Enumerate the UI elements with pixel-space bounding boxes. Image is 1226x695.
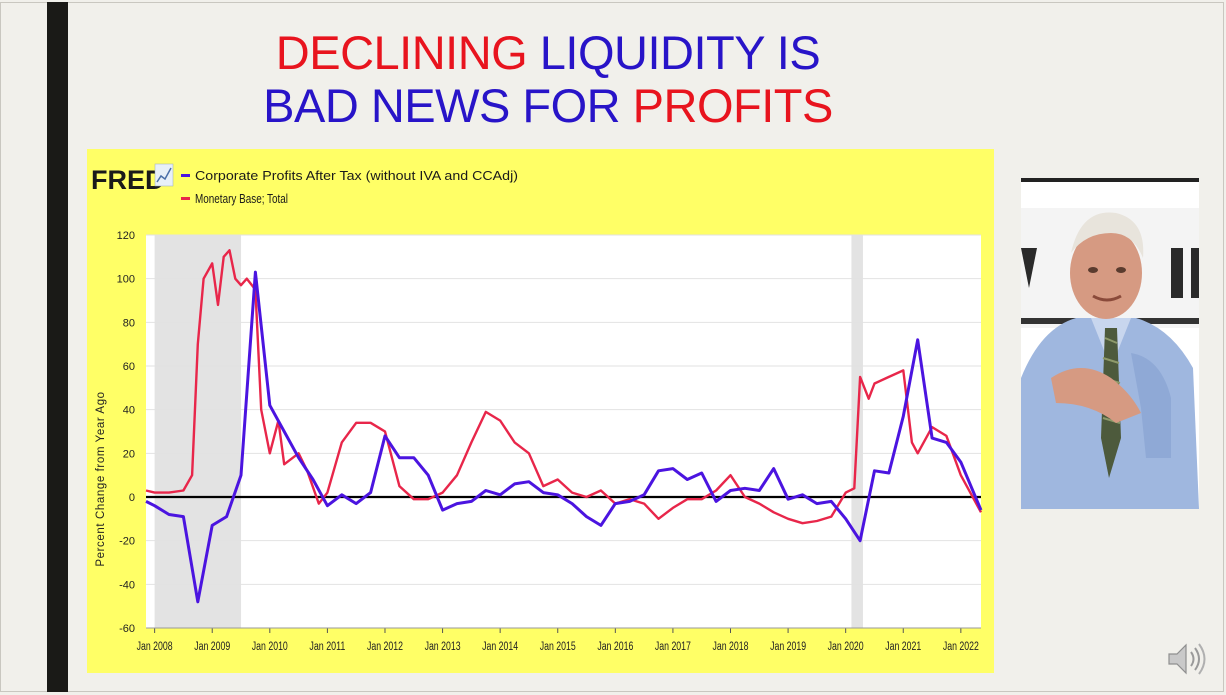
title-word-bad-news: BAD NEWS FOR: [263, 79, 621, 132]
chart-svg: FRED Corporate Profits After Tax (withou…: [91, 163, 983, 653]
title-word-liquidity: LIQUIDITY IS: [539, 26, 821, 79]
title-line-2: BAD NEWS FOR PROFITS: [200, 79, 896, 132]
x-tick-label: Jan 2009: [194, 641, 230, 653]
recession-shading: [154, 235, 242, 628]
speaker-photo-image: [1021, 178, 1199, 509]
x-tick-label: Jan 2017: [655, 641, 691, 653]
y-tick-label: -40: [119, 579, 135, 591]
y-tick-label: 100: [117, 274, 135, 286]
x-tick-label: Jan 2013: [425, 641, 461, 653]
fred-chart: FRED Corporate Profits After Tax (withou…: [87, 149, 994, 673]
x-tick-label: Jan 2020: [828, 641, 864, 653]
x-tick-label: Jan 2012: [367, 641, 403, 653]
title-line-1: DECLINING LIQUIDITY IS: [200, 26, 896, 79]
y-tick-label: -20: [119, 536, 135, 548]
title-word-profits: PROFITS: [632, 79, 834, 132]
y-tick-label: 40: [123, 405, 135, 417]
slide-title: DECLINING LIQUIDITY IS BAD NEWS FOR PROF…: [200, 26, 896, 132]
x-tick-label: Jan 2008: [137, 641, 173, 653]
x-tick-label: Jan 2011: [309, 641, 345, 653]
x-tick-label: Jan 2018: [713, 641, 749, 653]
chart-header: FRED Corporate Profits After Tax (withou…: [91, 163, 518, 206]
y-tick-label: 120: [117, 230, 135, 242]
legend-swatch-monetary: [181, 197, 190, 200]
fred-logo-icon: [154, 163, 174, 187]
x-tick-label: Jan 2021: [885, 641, 921, 653]
legend-swatch-profits: [181, 174, 190, 177]
series-line-profits: [145, 270, 983, 604]
x-tick-label: Jan 2016: [597, 641, 633, 653]
y-tick-label: 0: [129, 492, 135, 504]
x-tick-label: Jan 2022: [943, 641, 979, 653]
x-tick-label: Jan 2010: [252, 641, 288, 653]
y-tick-label: 20: [123, 448, 135, 460]
legend-label-profits: Corporate Profits After Tax (without IVA…: [195, 169, 518, 183]
x-tick-label: Jan 2015: [540, 641, 576, 653]
series-line-monetary: [145, 249, 983, 525]
fred-logo: FRED: [91, 165, 165, 195]
speaker-photo: [1021, 178, 1199, 509]
y-axis-label: Percent Change from Year Ago: [95, 391, 107, 566]
title-word-declining: DECLINING: [275, 26, 528, 79]
legend-label-monetary: Monetary Base; Total: [195, 192, 288, 206]
x-tick-label: Jan 2014: [482, 641, 518, 653]
x-tick-label: Jan 2019: [770, 641, 806, 653]
audio-speaker-icon[interactable]: [1166, 640, 1208, 678]
slide-accent-bar: [47, 2, 68, 692]
y-tick-label: -60: [119, 623, 135, 635]
y-tick-label: 60: [123, 361, 135, 373]
y-tick-label: 80: [123, 317, 135, 329]
